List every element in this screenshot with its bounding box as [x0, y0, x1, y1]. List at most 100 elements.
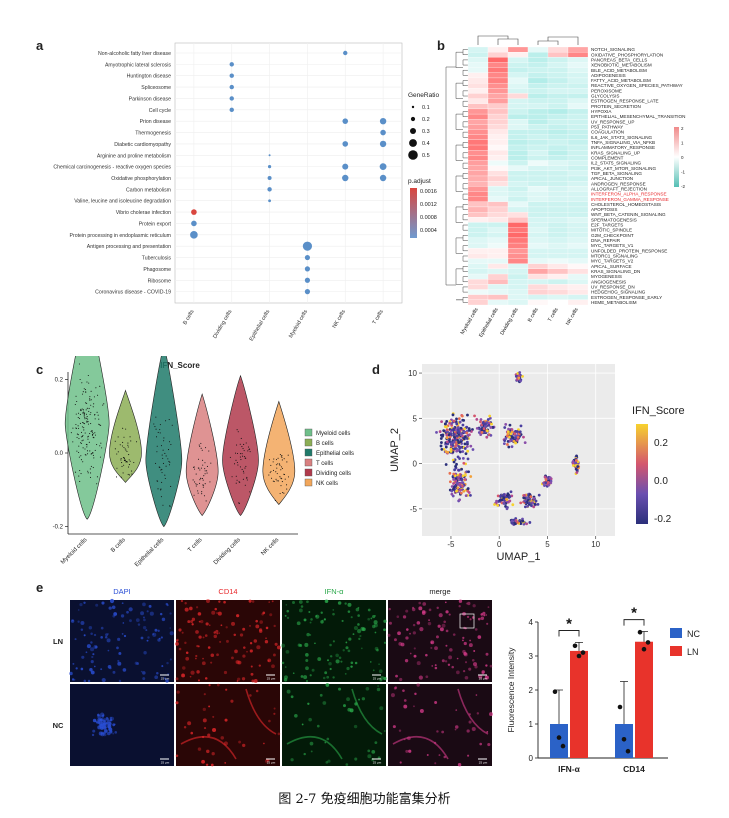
tissue-signal	[399, 761, 402, 764]
tissue-signal	[265, 637, 267, 640]
replicate-point	[617, 704, 623, 710]
cell-point	[280, 477, 282, 479]
column-label: B cells	[527, 307, 540, 324]
tissue-signal	[277, 732, 281, 736]
cell-point	[200, 467, 202, 469]
term-label: Vibrio cholerae infection	[116, 210, 171, 216]
tissue-signal	[305, 666, 309, 671]
tissue-signal	[474, 628, 478, 631]
tissue-signal	[284, 666, 287, 668]
tissue-signal	[434, 701, 438, 704]
heatmap-cell	[527, 67, 549, 73]
tissue-signal	[428, 619, 430, 621]
heatmap-cell	[567, 170, 589, 177]
cell-point	[283, 473, 286, 476]
cell-point	[81, 440, 83, 442]
umap-cell	[515, 434, 518, 438]
umap-cell	[575, 454, 578, 458]
cell-point	[89, 413, 91, 416]
umap-cell	[537, 493, 541, 497]
heatmap-cell	[467, 273, 489, 280]
enrichment-dot	[342, 118, 349, 124]
cell-point	[277, 480, 279, 482]
umap-cell	[575, 471, 579, 474]
tissue-signal	[190, 731, 194, 735]
cell-point	[155, 428, 157, 430]
tissue-signal	[113, 612, 118, 616]
umap-cell	[525, 522, 529, 526]
cell-point	[229, 456, 231, 458]
cell-point	[127, 442, 129, 444]
umap-cell	[452, 482, 455, 485]
umap-cell	[502, 496, 506, 499]
enrichment-dot	[267, 176, 272, 180]
cell-point	[121, 465, 123, 468]
tissue-signal	[409, 652, 412, 655]
cell-point	[155, 436, 158, 438]
group-label: Epithelial cells	[249, 309, 272, 342]
cell-point	[94, 414, 96, 416]
tissue-signal	[468, 720, 472, 724]
umap-cell	[505, 507, 509, 511]
umap-cell	[513, 432, 517, 436]
heatmap-cell	[527, 52, 549, 58]
cell-point	[84, 388, 87, 391]
tissue-signal	[286, 616, 290, 620]
heatmap-cell	[467, 222, 489, 228]
cell-point	[80, 459, 82, 461]
pathway-label: GLYCOLYSIS	[591, 94, 619, 99]
cell-point	[201, 477, 203, 480]
cell-point	[287, 476, 290, 478]
heatmap-cell	[567, 201, 589, 208]
tissue-signal	[148, 604, 152, 608]
cell-point	[98, 423, 100, 425]
tissue-signal	[448, 613, 451, 616]
heatmap-cell	[507, 93, 529, 99]
umap-cell	[445, 428, 449, 432]
cell-point	[89, 399, 91, 401]
tissue-signal	[223, 670, 228, 675]
group-label: Myeloid cells	[288, 309, 309, 339]
umap-cell	[453, 436, 457, 439]
heatmap-cell	[567, 299, 589, 306]
cell-point	[277, 463, 279, 465]
pathway-label: OXIDATIVE_PHOSPHORYLATION	[591, 52, 663, 57]
cell-point	[236, 461, 238, 464]
umap-cell	[523, 494, 526, 497]
umap-cell	[506, 432, 510, 436]
tissue-signal	[332, 676, 335, 679]
heatmap-cell	[487, 253, 509, 259]
tissue-signal	[152, 632, 157, 637]
tissue-signal	[427, 621, 432, 626]
tissue-signal	[116, 646, 119, 650]
heatmap-cell	[527, 93, 549, 99]
heatmap-cell	[547, 93, 569, 99]
tissue-signal	[83, 634, 86, 637]
cell-point	[210, 462, 212, 464]
pathway-label: TGF_BETA_SIGNALING	[591, 171, 642, 176]
heatmap-cell	[467, 155, 489, 161]
micrograph-tile	[388, 600, 492, 682]
heatmap-cell	[507, 113, 529, 120]
pathway-label: ANGIOGENESIS	[591, 279, 626, 284]
umap-cell	[459, 440, 462, 444]
tissue-signal	[402, 689, 405, 692]
heatmap-cell	[527, 237, 549, 244]
heatmap-cell	[547, 103, 569, 110]
heatmap-cell	[547, 211, 569, 218]
cell-point	[270, 477, 273, 479]
heatmap-cell	[467, 170, 489, 177]
umap-cell	[489, 426, 493, 429]
cell-point	[239, 453, 242, 455]
umap-cell	[530, 504, 533, 508]
heatmap-cell	[567, 279, 589, 285]
y-tick-label: 10	[408, 369, 417, 378]
tissue-signal	[434, 762, 437, 765]
tissue-signal	[103, 719, 106, 723]
cell-point	[91, 452, 93, 455]
heatmap-cell	[507, 299, 529, 306]
tissue-signal	[406, 628, 409, 631]
pathway-label: UV_RESPONSE_UP	[591, 119, 634, 124]
heatmap-cell	[527, 144, 549, 151]
heatmap-cell	[507, 258, 529, 264]
